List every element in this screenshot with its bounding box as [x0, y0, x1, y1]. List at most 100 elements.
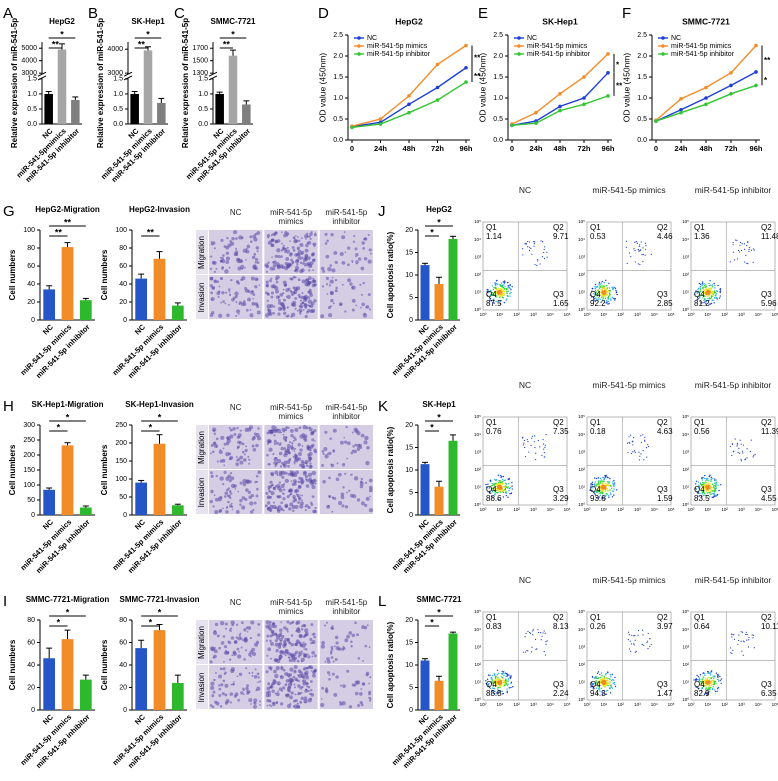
y-tick-label: 10⁴	[474, 627, 481, 632]
cell	[283, 233, 287, 238]
cell	[314, 232, 317, 235]
event	[613, 485, 615, 487]
cell	[269, 639, 272, 643]
y-tick-label: 0	[123, 707, 127, 714]
event	[707, 297, 709, 300]
quadrant-value: 11.48	[761, 232, 778, 241]
event	[742, 452, 744, 454]
event	[713, 302, 715, 304]
cell	[332, 449, 335, 452]
cell	[298, 497, 302, 501]
cell	[245, 649, 248, 652]
cell	[282, 247, 287, 251]
cell	[356, 633, 359, 637]
event	[504, 285, 506, 287]
y-tick-label: 0	[31, 317, 35, 324]
cell	[339, 684, 343, 687]
cell	[342, 684, 346, 688]
cell	[301, 291, 304, 295]
event	[613, 297, 615, 300]
event	[494, 677, 497, 679]
event	[742, 654, 744, 656]
y-tick-label: 3000	[21, 70, 37, 77]
event	[529, 246, 531, 248]
event	[740, 458, 742, 460]
event	[627, 631, 630, 633]
cell	[265, 624, 270, 629]
event	[507, 678, 510, 680]
cell	[219, 620, 225, 626]
event	[531, 253, 533, 255]
chart-title: HepG2	[49, 17, 75, 26]
cell	[302, 641, 305, 644]
y-tick-label: 10⁵	[682, 609, 689, 614]
cell	[269, 620, 272, 624]
event	[750, 249, 753, 251]
cell	[340, 495, 345, 500]
event	[599, 283, 602, 285]
event	[602, 680, 604, 683]
cell	[306, 232, 309, 235]
cell	[213, 432, 217, 436]
cell	[223, 495, 227, 498]
cell	[286, 444, 291, 448]
cell	[294, 480, 297, 483]
event	[747, 263, 749, 265]
cell	[235, 456, 238, 459]
event	[596, 489, 599, 491]
cell	[356, 431, 361, 436]
x-tick-label: 10⁴	[755, 507, 762, 512]
cell	[356, 447, 361, 451]
cell	[367, 259, 372, 264]
quadrant-label: Q2	[657, 613, 668, 622]
cell	[293, 462, 296, 465]
x-tick-label: NC	[133, 712, 147, 726]
event	[744, 248, 746, 250]
cell	[296, 246, 301, 250]
cell	[238, 441, 243, 445]
significance-label: **	[55, 227, 63, 237]
cell	[363, 440, 368, 445]
event	[615, 289, 617, 292]
cell	[365, 496, 370, 501]
event	[740, 460, 743, 462]
cell	[254, 285, 258, 289]
flow-title: NC	[518, 186, 532, 195]
cell	[210, 471, 213, 475]
cell	[223, 464, 226, 467]
cell	[238, 313, 240, 315]
cell	[233, 640, 238, 644]
cell	[268, 699, 272, 703]
event	[703, 295, 706, 298]
cell	[329, 264, 333, 267]
cell	[281, 427, 286, 432]
cell	[211, 705, 215, 709]
y-tick-label: 1.0	[113, 91, 123, 98]
cell	[308, 297, 311, 300]
event	[717, 284, 719, 287]
event	[505, 679, 507, 681]
event	[715, 672, 718, 674]
point	[378, 122, 383, 126]
significance-label: *	[437, 607, 441, 617]
event	[613, 286, 615, 288]
cell	[313, 429, 317, 433]
cell	[287, 473, 291, 476]
bar	[242, 104, 251, 124]
cell	[282, 433, 285, 436]
event	[699, 485, 701, 488]
quadrant-value: 4.55	[761, 494, 777, 503]
cell	[291, 442, 294, 445]
cell	[341, 283, 344, 286]
cell	[272, 679, 276, 683]
cell	[251, 671, 254, 674]
cell	[252, 293, 256, 296]
event	[497, 676, 499, 679]
column-label-box: miR-541-5p mimics	[270, 598, 312, 616]
row-label-bg	[196, 620, 208, 664]
flow-title: miR-541-5p mimics	[592, 381, 666, 390]
event	[702, 672, 705, 674]
event	[605, 294, 607, 296]
cell	[221, 256, 225, 260]
